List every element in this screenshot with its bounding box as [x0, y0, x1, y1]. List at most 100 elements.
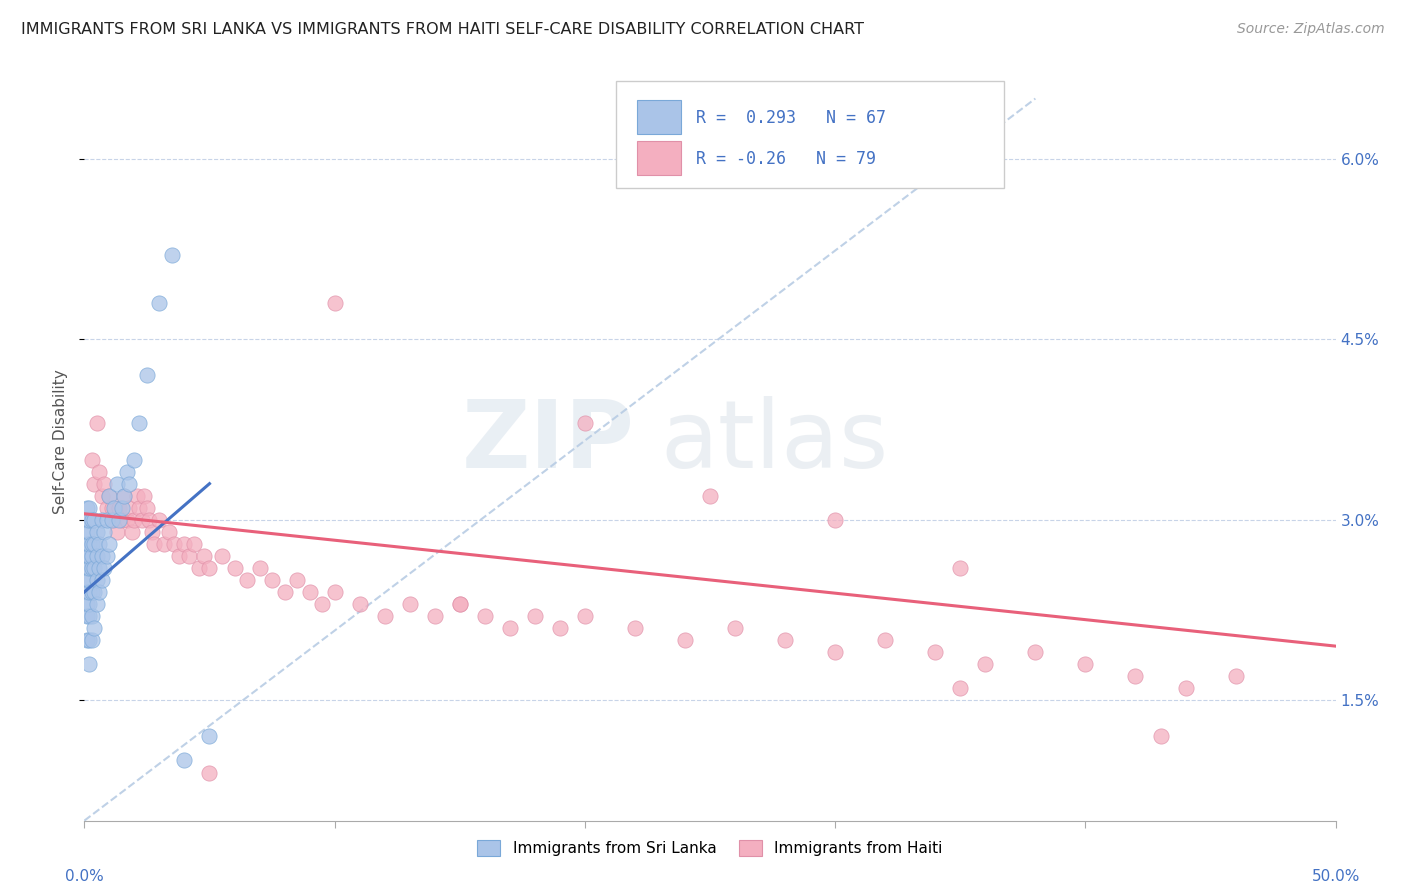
- Point: [80, 609, 103, 624]
- FancyBboxPatch shape: [616, 81, 1004, 187]
- Point: [79, 537, 101, 551]
- Point: [89, 465, 111, 479]
- Point: [79, 657, 101, 672]
- Point: [112, 489, 135, 503]
- Point: [198, 561, 221, 575]
- Point: [86, 417, 108, 431]
- Point: [111, 500, 134, 515]
- Point: [173, 754, 195, 768]
- Point: [974, 657, 997, 672]
- Y-axis label: Self-Care Disability: Self-Care Disability: [53, 369, 69, 514]
- Point: [76, 513, 98, 527]
- Point: [108, 513, 131, 527]
- Point: [86, 549, 108, 563]
- Point: [80, 452, 103, 467]
- Point: [80, 513, 103, 527]
- Point: [211, 549, 233, 563]
- Point: [76, 500, 98, 515]
- Point: [949, 681, 972, 696]
- Text: IMMIGRANTS FROM SRI LANKA VS IMMIGRANTS FROM HAITI SELF-CARE DISABILITY CORRELAT: IMMIGRANTS FROM SRI LANKA VS IMMIGRANTS …: [21, 22, 865, 37]
- Point: [1074, 657, 1097, 672]
- Point: [148, 296, 170, 310]
- Point: [875, 633, 897, 648]
- Point: [285, 573, 308, 587]
- Point: [79, 585, 101, 599]
- Point: [624, 621, 647, 635]
- Point: [131, 513, 153, 527]
- Point: [96, 513, 118, 527]
- Point: [93, 561, 115, 575]
- Point: [112, 489, 135, 503]
- Point: [198, 730, 221, 744]
- Point: [249, 561, 271, 575]
- Point: [574, 609, 596, 624]
- Point: [83, 513, 105, 527]
- Point: [96, 500, 118, 515]
- Point: [79, 513, 101, 527]
- Point: [101, 513, 124, 527]
- Point: [124, 452, 146, 467]
- Point: [1024, 645, 1046, 659]
- Point: [79, 500, 101, 515]
- Point: [153, 537, 176, 551]
- Point: [80, 561, 103, 575]
- Point: [90, 513, 112, 527]
- Text: R =  0.293   N = 67: R = 0.293 N = 67: [696, 109, 886, 127]
- Point: [76, 537, 98, 551]
- Point: [724, 621, 747, 635]
- Point: [115, 513, 138, 527]
- Point: [90, 549, 112, 563]
- Text: R = -0.26   N = 79: R = -0.26 N = 79: [696, 151, 876, 169]
- Point: [173, 537, 195, 551]
- Point: [105, 524, 128, 539]
- Point: [83, 621, 105, 635]
- Point: [118, 500, 141, 515]
- Point: [89, 561, 111, 575]
- Point: [98, 489, 121, 503]
- Point: [93, 524, 115, 539]
- Point: [111, 513, 134, 527]
- Point: [80, 537, 103, 551]
- Point: [79, 549, 101, 563]
- Point: [773, 633, 796, 648]
- Point: [163, 537, 186, 551]
- Point: [79, 633, 101, 648]
- Point: [262, 573, 284, 587]
- Point: [824, 513, 846, 527]
- Point: [699, 489, 721, 503]
- Point: [96, 549, 118, 563]
- Point: [76, 633, 98, 648]
- Point: [193, 549, 215, 563]
- Point: [105, 476, 128, 491]
- Point: [138, 513, 160, 527]
- Point: [80, 585, 103, 599]
- Point: [449, 597, 471, 611]
- Point: [499, 621, 522, 635]
- Point: [76, 597, 98, 611]
- Point: [323, 585, 346, 599]
- Text: Source: ZipAtlas.com: Source: ZipAtlas.com: [1237, 22, 1385, 37]
- Point: [115, 465, 138, 479]
- Point: [98, 489, 121, 503]
- Point: [169, 549, 191, 563]
- Point: [125, 489, 148, 503]
- Point: [79, 573, 101, 587]
- Point: [474, 609, 496, 624]
- Point: [90, 573, 112, 587]
- Point: [86, 524, 108, 539]
- Point: [76, 549, 98, 563]
- Point: [423, 609, 446, 624]
- Point: [924, 645, 946, 659]
- Text: atlas: atlas: [659, 395, 889, 488]
- Point: [1174, 681, 1197, 696]
- Point: [949, 561, 972, 575]
- Point: [136, 500, 159, 515]
- Point: [143, 537, 166, 551]
- Point: [349, 597, 371, 611]
- Point: [80, 549, 103, 563]
- Point: [83, 585, 105, 599]
- Point: [118, 476, 141, 491]
- Point: [224, 561, 246, 575]
- Point: [159, 524, 181, 539]
- Point: [160, 248, 183, 262]
